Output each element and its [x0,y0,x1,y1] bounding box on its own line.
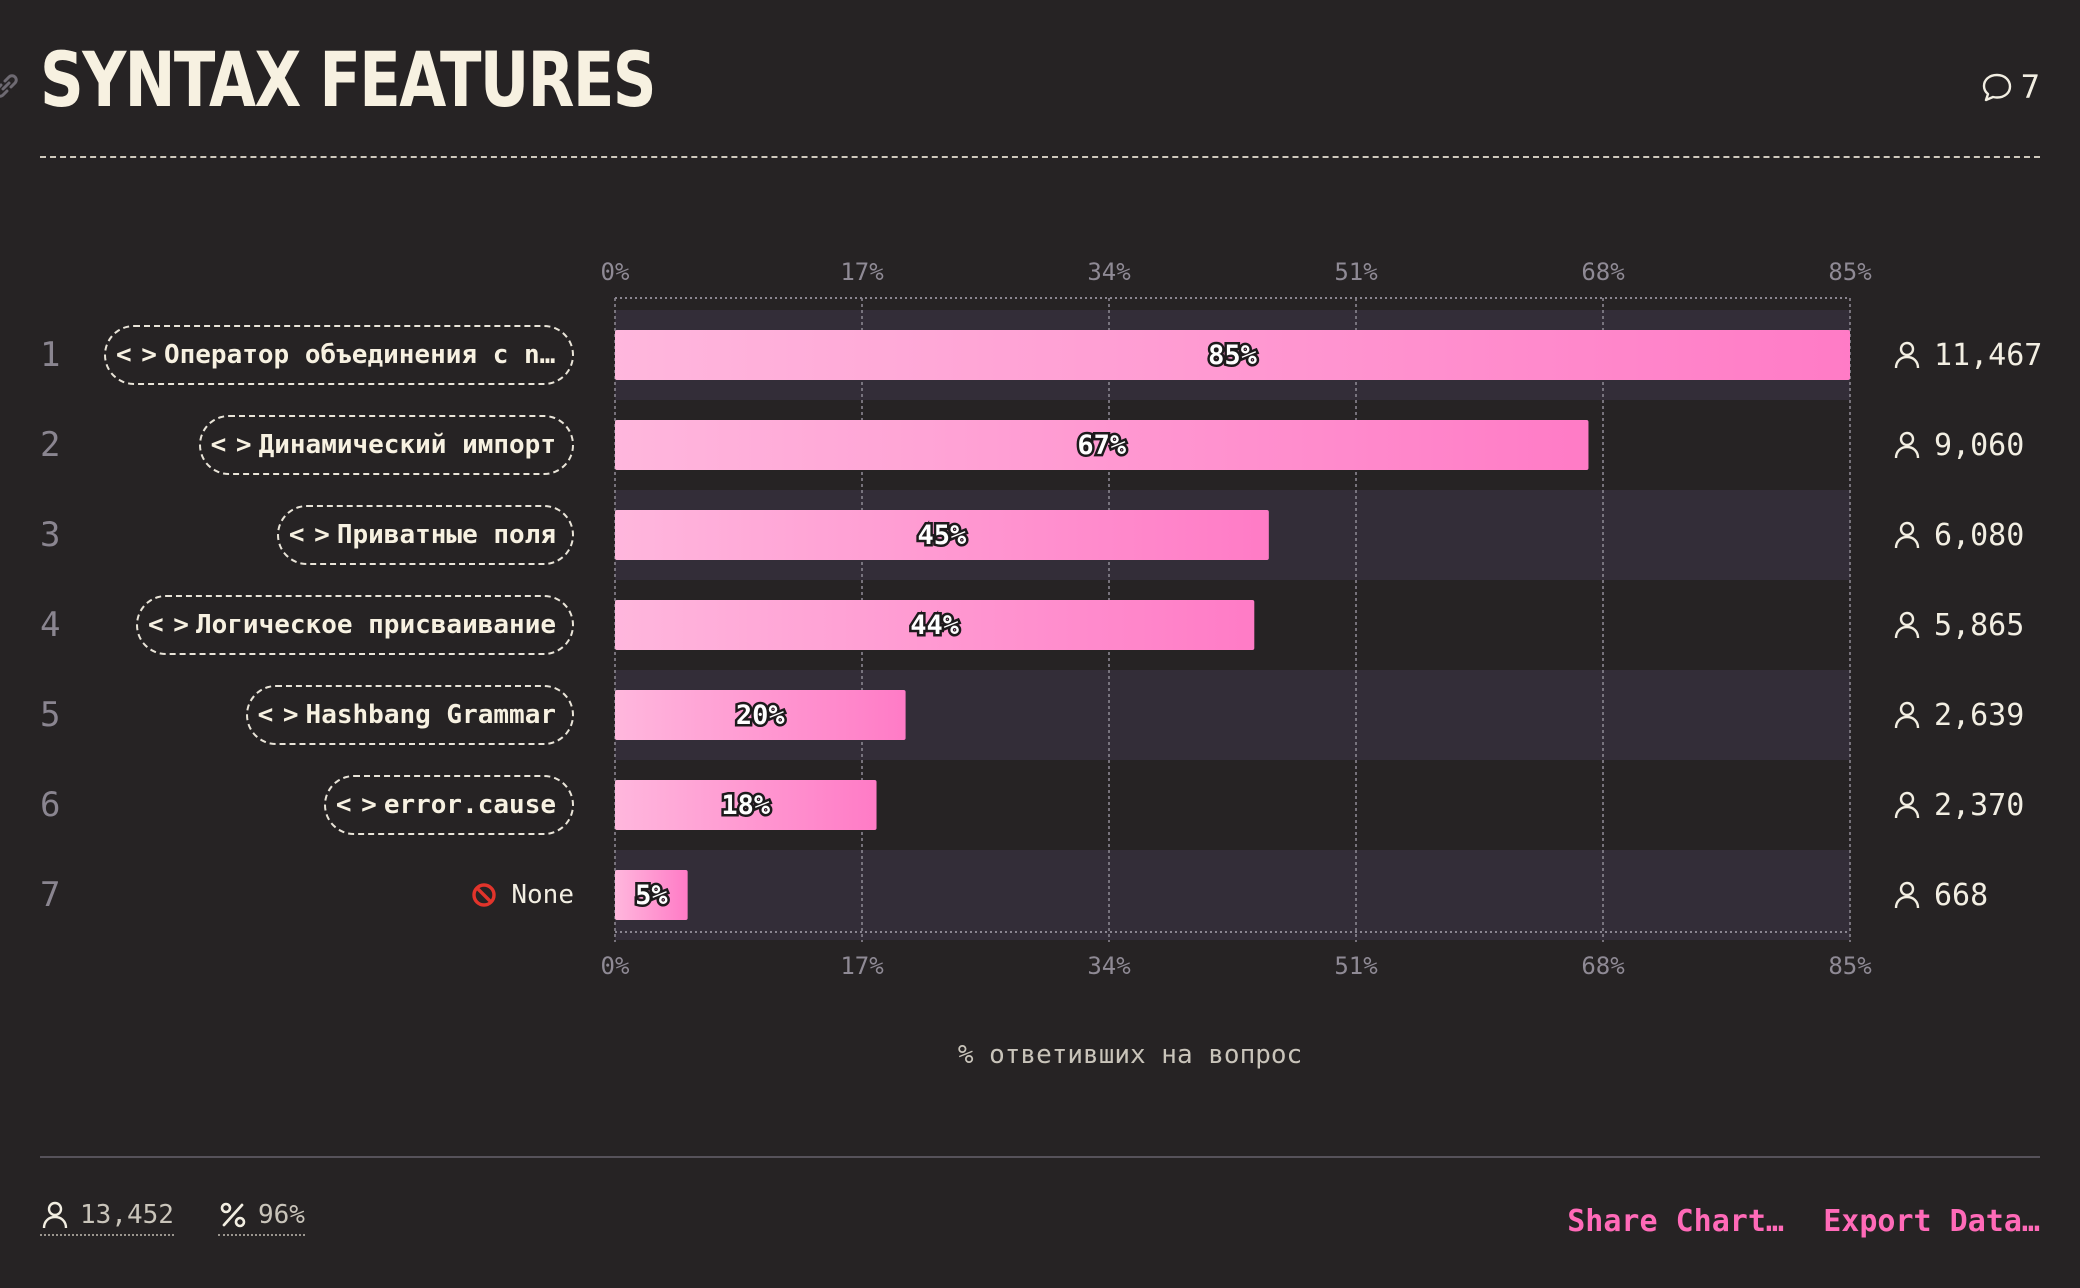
person-icon [1894,701,1920,729]
category-label-none: None [471,865,574,925]
person-icon [1894,431,1920,459]
bar [615,870,688,920]
bar [615,600,1255,650]
rank-number: 7 [40,875,61,915]
completion-rate[interactable]: 96% [218,1200,305,1236]
code-icon: < > [116,340,157,370]
x-tick-label-bottom: 51% [1334,952,1378,980]
respondent-count-value: 11,467 [1934,337,2043,373]
x-tick-label-bottom: 85% [1828,952,1872,980]
bar-value-label: 85% [1208,340,1258,371]
x-tick-label-bottom: 68% [1581,952,1625,980]
category-label-text: Динамический импорт [258,430,556,460]
bar-value-label: 67% [1077,430,1127,461]
total-respondents[interactable]: 13,452 [40,1200,174,1236]
bar [615,780,877,830]
category-label[interactable]: < > Динамический импорт [198,415,574,475]
category-label[interactable]: < > error.cause [323,775,574,835]
respondent-count: 9,060 [1892,415,2024,475]
x-tick-label-bottom: 34% [1087,952,1131,980]
respondent-count-value: 5,865 [1934,607,2025,643]
category-label-text: Логическое присваивание [195,610,556,640]
x-tick-label-top: 0% [601,258,630,286]
rank-number: 6 [40,785,61,825]
code-icon: < > [288,520,330,550]
bar [615,690,906,740]
category-label[interactable]: < > Оператор объединения с nu… [104,325,574,385]
bar-value-label: 44% [910,610,960,641]
link-icon[interactable] [0,70,22,102]
bar-value-label: 45% [918,520,968,551]
x-tick-label-bottom: 0% [601,952,630,980]
person-icon [1894,881,1920,909]
category-label-text: Приватные поля [336,520,556,550]
bar [615,330,1850,380]
respondent-count-value: 9,060 [1934,427,2025,463]
bar [615,510,1269,560]
code-icon: < > [335,790,377,820]
code-icon: < > [210,430,252,460]
person-icon [1894,341,1920,369]
row-track [615,850,1850,940]
completion-rate-value: 96% [258,1200,305,1230]
person-icon [1894,521,1920,549]
bar-chart: 0% 0% 17% 17% 34% 34% 51% 51% 68% 68% 85% 85% 85% 67%… [601,258,1873,980]
x-tick-label-top: 68% [1581,258,1625,286]
rank-number: 3 [40,515,61,555]
respondent-count: 11,467 [1892,325,2042,385]
bar [615,420,1589,470]
footer-divider [40,1156,2040,1158]
x-tick-label-bottom: 17% [840,952,884,980]
percent-icon [220,1202,246,1228]
category-label-text: Оператор объединения с nu… [163,340,556,370]
category-label[interactable]: < > Логическое присваивание [136,595,574,655]
respondent-count: 2,370 [1892,775,2024,835]
comment-icon [1982,73,2011,102]
code-icon: < > [257,700,299,730]
comments-button[interactable]: 7 [1981,68,2040,106]
x-axis-title: % ответивших на вопрос [957,1040,1303,1070]
respondent-count-value: 2,639 [1934,697,2025,733]
category-label-text: error.cause [383,790,556,820]
respondent-count-value: 668 [1934,877,1989,913]
rank-number: 4 [40,605,61,645]
respondent-count-value: 6,080 [1934,517,2025,553]
respondent-count: 5,865 [1892,595,2024,655]
person-icon [1894,611,1920,639]
share-chart-link[interactable]: Share Chart… [1567,1204,1784,1239]
total-respondents-value: 13,452 [80,1200,174,1230]
code-icon: < > [148,610,189,640]
rank-number: 2 [40,425,61,465]
category-label-text: None [511,880,574,910]
export-data-link[interactable]: Export Data… [1823,1204,2040,1239]
header-divider [40,156,2040,158]
page-title: SYNTAX FEATURES [40,35,657,124]
respondent-count: 2,639 [1892,685,2024,745]
rank-number: 5 [40,695,61,735]
bar-value-label: 18% [721,790,771,821]
category-label[interactable]: < > Hashbang Grammar [245,685,574,745]
category-label-text: Hashbang Grammar [305,700,556,730]
x-tick-label-top: 51% [1334,258,1378,286]
x-tick-label-top: 34% [1087,258,1131,286]
bar-value-label: 20% [736,700,786,731]
respondent-count-value: 2,370 [1934,787,2025,823]
rank-number: 1 [40,335,61,375]
bar-value-label: 5% [635,880,668,911]
prohibited-icon [472,883,497,907]
person-icon [42,1201,68,1229]
comment-count: 7 [2020,68,2040,106]
respondent-count: 6,080 [1892,505,2024,565]
category-label[interactable]: < > Приватные поля [276,505,574,565]
x-tick-label-top: 17% [840,258,884,286]
x-tick-label-top: 85% [1828,258,1872,286]
person-icon [1894,791,1920,819]
respondent-count: 668 [1892,865,1988,925]
